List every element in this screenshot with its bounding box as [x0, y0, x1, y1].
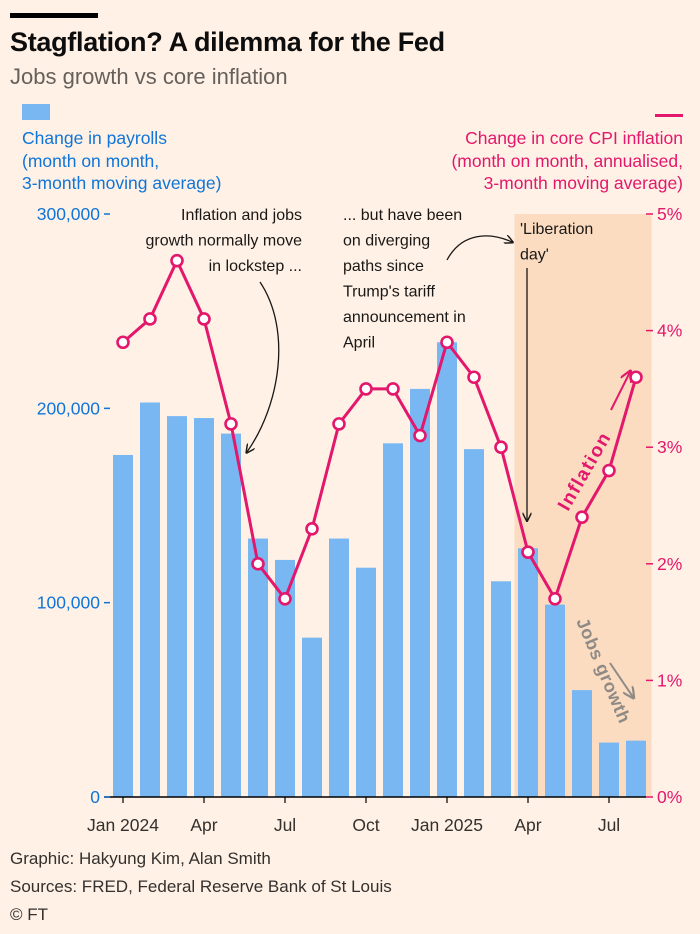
footer-sources: Sources: FRED, Federal Reserve Bank of S…	[10, 877, 392, 896]
inflation-point	[143, 312, 157, 326]
inflation-point	[197, 312, 211, 326]
payroll-bar	[437, 342, 457, 797]
payroll-bar	[167, 416, 187, 797]
annotation-diverging: on diverging	[343, 233, 430, 250]
right-axis-tick-label: 3%	[657, 437, 682, 457]
inflation-point	[521, 545, 535, 559]
payroll-bar	[626, 740, 646, 797]
right-axis-tick-label: 1%	[657, 670, 682, 690]
right-axis-tick-label: 2%	[657, 554, 682, 574]
payroll-bar	[464, 449, 484, 797]
payroll-bar	[356, 567, 376, 797]
payroll-bar	[572, 690, 592, 797]
annotation-diverging: paths since	[343, 258, 424, 275]
inflation-point	[278, 591, 292, 606]
legend-inflation-label: Change in core CPI inflation (month on m…	[451, 128, 683, 193]
arrow-diverging	[446, 236, 512, 261]
annotation-lockstep: in lockstep ...	[209, 258, 302, 275]
payroll-bars	[113, 342, 646, 797]
inflation-arrow	[610, 372, 630, 411]
jobs-growth-arrow	[609, 662, 633, 697]
legend-inflation: Change in core CPI inflation (month on m…	[451, 104, 683, 195]
left-axis-tick-label: 200,000	[37, 398, 101, 418]
x-axis-tick-label: Jul	[598, 815, 620, 835]
inflation-point	[575, 510, 589, 524]
inflation-point	[170, 253, 184, 268]
inflation-point	[251, 556, 265, 571]
payroll-bar	[329, 538, 349, 797]
footer: Graphic: Hakyung Kim, Alan Smith Sources…	[10, 845, 392, 929]
annotation-diverging: announcement in	[343, 309, 466, 326]
x-axis-tick-label: Jan 2025	[411, 815, 483, 835]
x-axis-tick-label: Oct	[352, 815, 379, 835]
inflation-point	[116, 335, 130, 350]
inflation-point	[332, 417, 346, 431]
payroll-bar	[545, 604, 565, 797]
inflation-point	[224, 417, 238, 431]
footer-credit: Graphic: Hakyung Kim, Alan Smith	[10, 849, 271, 868]
right-axis-tick-label: 4%	[657, 321, 682, 341]
payroll-bar	[140, 402, 160, 797]
annotation-liberation-day: day'	[520, 247, 549, 264]
annotation-diverging: Trump's tariff	[343, 284, 436, 301]
inflation-point	[602, 463, 616, 478]
inflation-point	[386, 382, 400, 396]
inflation-point	[467, 370, 481, 385]
annotation-liberation-day: 'Liberation	[520, 221, 593, 238]
x-axis-tick-label: Jan 2024	[87, 815, 159, 835]
left-axis-tick-label: 300,000	[37, 204, 101, 224]
annotation-diverging: April	[343, 335, 375, 352]
inflation-line-path	[122, 259, 638, 601]
inflation-point	[413, 428, 427, 443]
right-axis-tick-label: 5%	[657, 204, 682, 224]
x-axis-tick-label: Jul	[274, 815, 296, 835]
top-bar-decoration	[10, 13, 98, 18]
payroll-bar	[194, 418, 214, 797]
footer-copyright: © FT	[10, 905, 49, 924]
x-axis-tick-label: Apr	[514, 815, 541, 835]
payroll-bar	[275, 559, 295, 797]
inflation-point	[305, 522, 319, 536]
payroll-bar	[302, 637, 322, 797]
payroll-bar	[599, 742, 619, 797]
annotation-lockstep: growth normally move	[146, 233, 303, 250]
chart-subtitle: Jobs growth vs core inflation	[10, 64, 288, 89]
chart-title: Stagflation? A dilemma for the Fed	[10, 27, 445, 57]
legend-line-swatch	[655, 114, 683, 117]
payroll-bar	[518, 548, 538, 797]
legend-payrolls-label: Change in payrolls (month on month, 3-mo…	[22, 128, 222, 193]
payroll-bar	[221, 433, 241, 797]
left-axis-tick-label: 100,000	[37, 593, 101, 613]
payroll-bar	[491, 581, 511, 797]
inflation-point	[548, 591, 562, 606]
arrow-lockstep	[247, 281, 280, 452]
annotation-diverging: ... but have been	[343, 207, 462, 224]
payroll-bar	[410, 388, 430, 797]
x-axis-tick-label: Apr	[190, 815, 217, 835]
left-axis-tick-label: 0	[90, 787, 100, 807]
annotation-lockstep: Inflation and jobs	[181, 207, 302, 224]
payroll-bar	[248, 538, 268, 797]
inflation-point	[440, 335, 454, 350]
payroll-bar	[383, 443, 403, 797]
inflation-point	[629, 370, 643, 385]
inflation-line	[116, 253, 643, 606]
inflation-point	[494, 440, 508, 455]
inflation-point	[359, 382, 373, 396]
payroll-bar	[113, 454, 133, 797]
axes: 0 100,000 200,000 300,000 0% 1% 2% 3% 4% 5% Jan 20…	[37, 204, 683, 835]
legend-bar-swatch	[22, 104, 50, 120]
legend-payrolls: Change in payrolls (month on month, 3-mo…	[22, 104, 221, 195]
right-axis-tick-label: 0%	[657, 787, 682, 807]
